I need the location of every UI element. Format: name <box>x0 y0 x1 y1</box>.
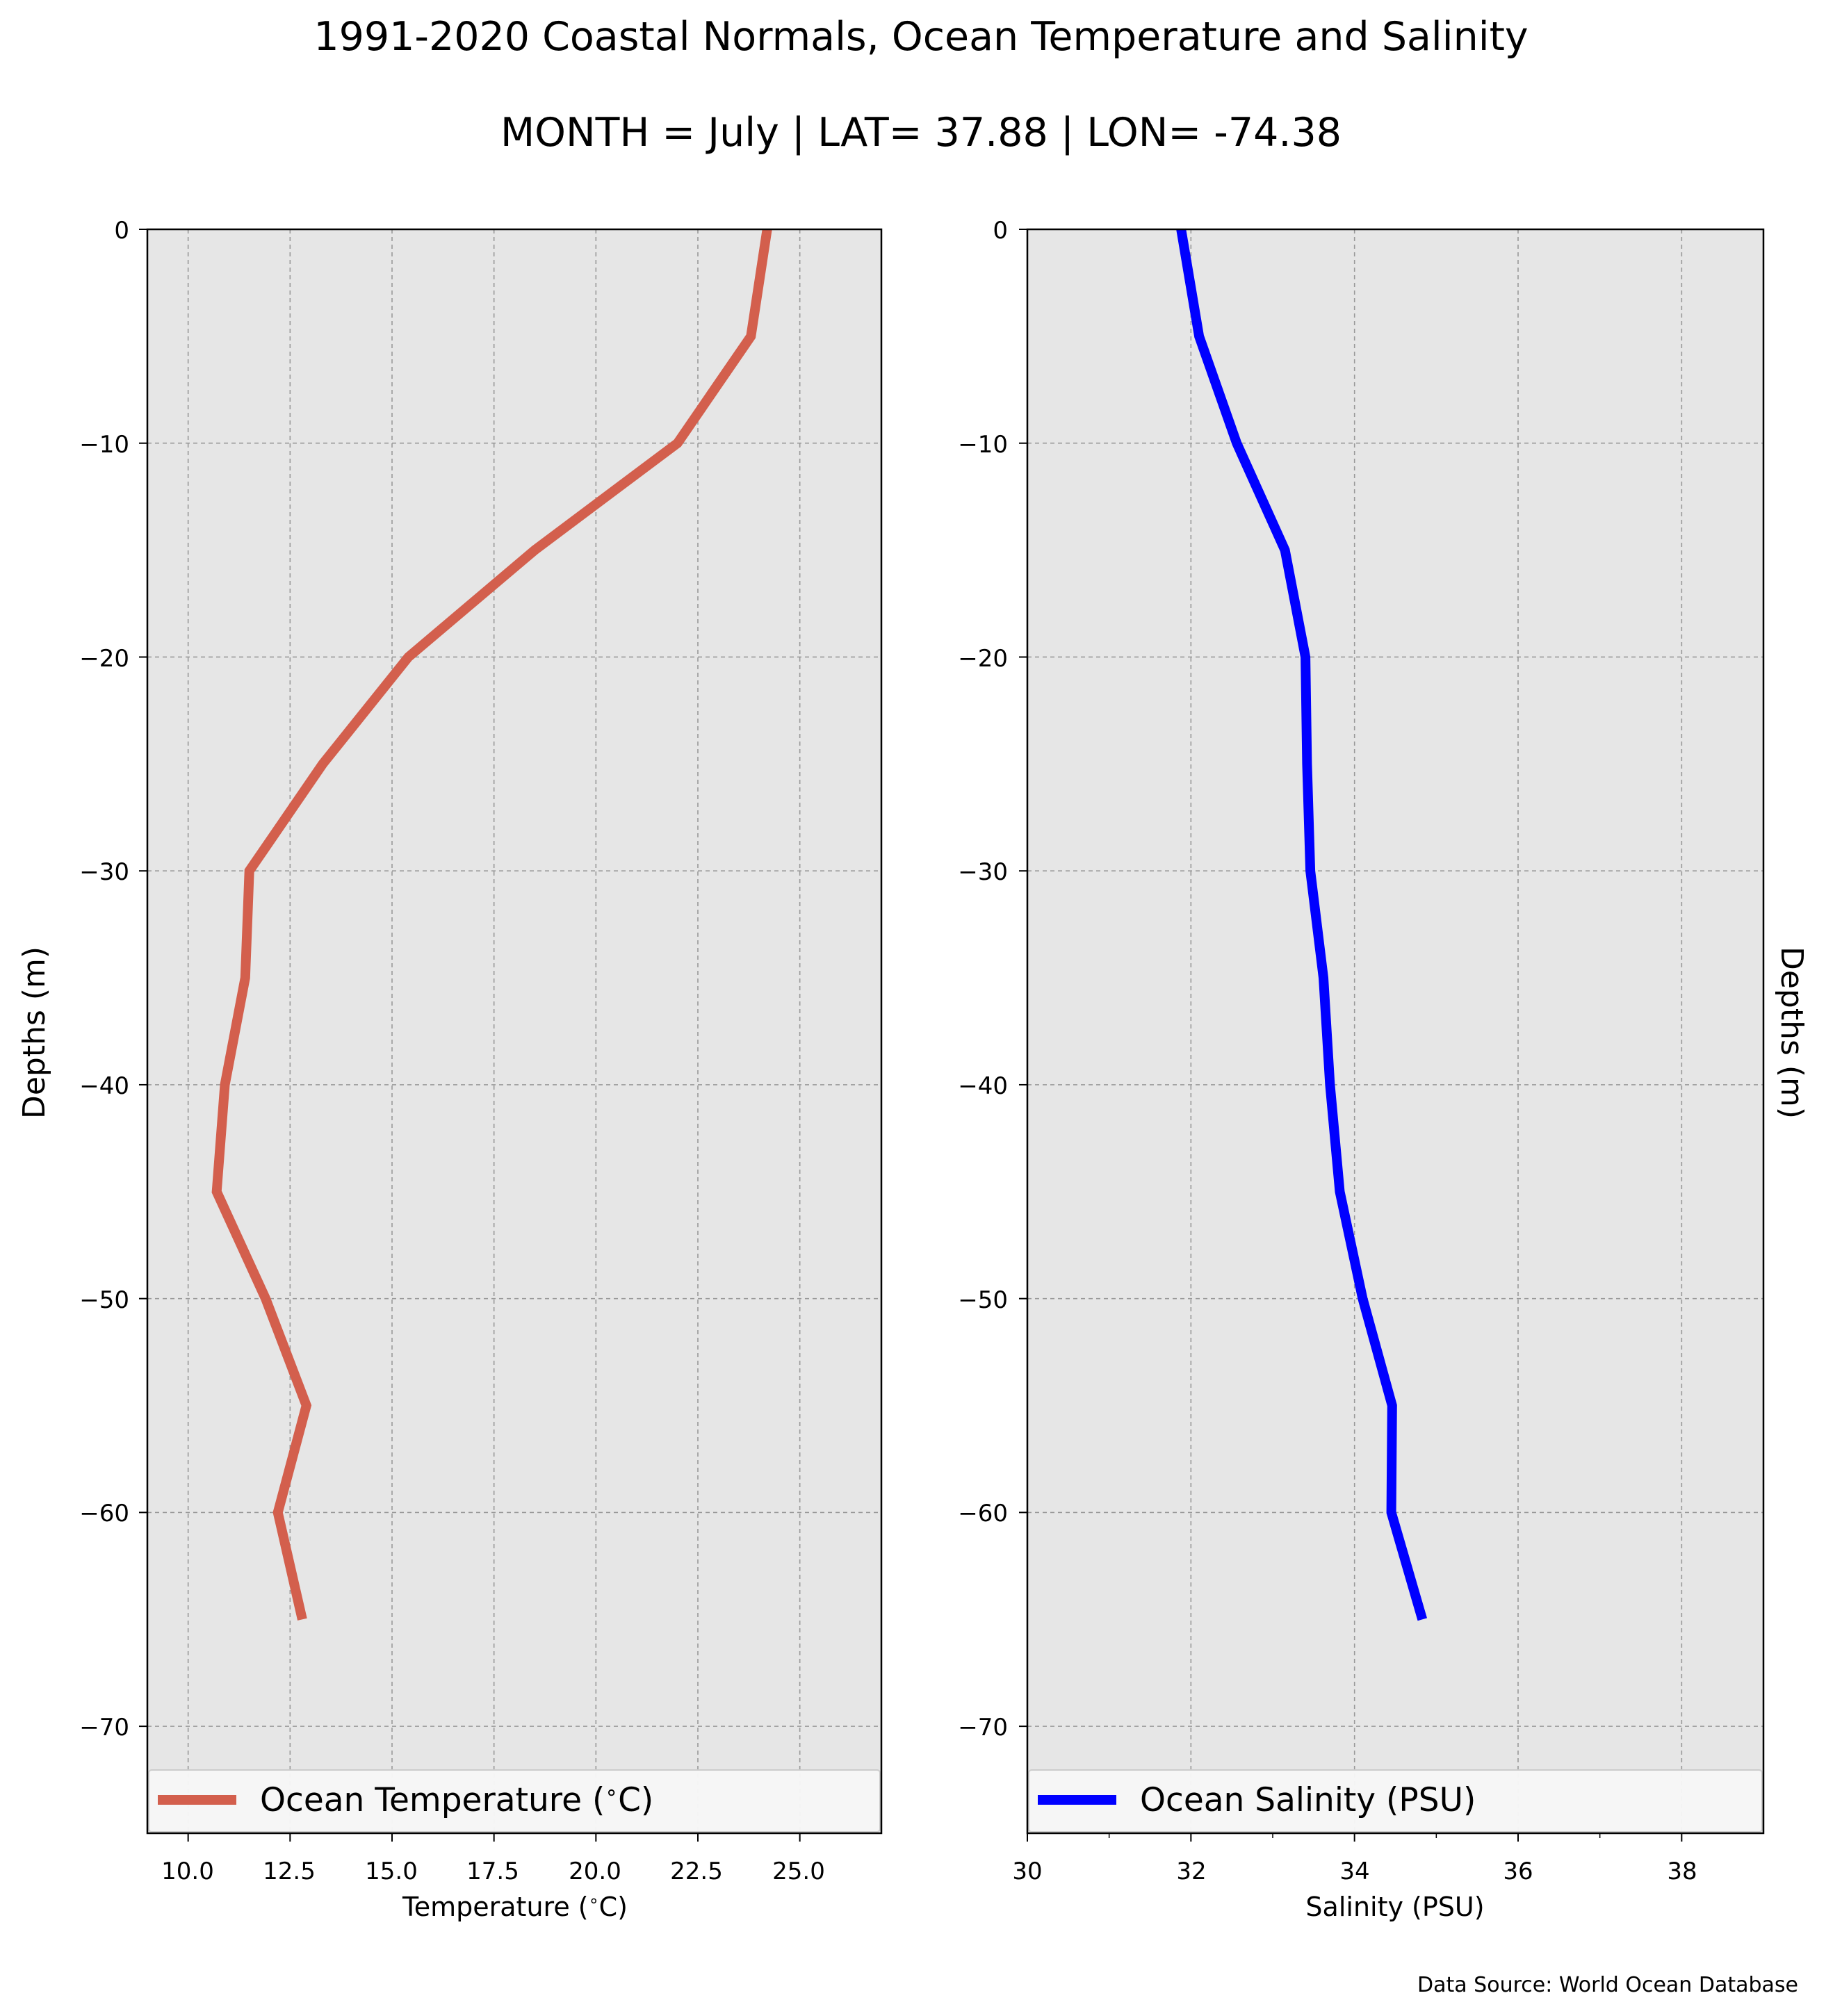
figure-subtitle: MONTH = July | LAT= 37.88 | LON= -74.38 <box>500 110 1342 156</box>
xtick-label: 32 <box>1176 1858 1206 1885</box>
ytick-label: 0 <box>993 217 1008 245</box>
data-source-note: Data Source: World Ocean Database <box>1417 1973 1798 1997</box>
ytick-label: −10 <box>958 431 1008 459</box>
xtick-label: 15.0 <box>365 1858 418 1885</box>
xtick-label: 17.5 <box>466 1858 519 1885</box>
ytick-label: −20 <box>958 645 1008 673</box>
salinity-x-axis-label: Salinity (PSU) <box>1305 1892 1484 1922</box>
figure-title: 1991-2020 Coastal Normals, Ocean Tempera… <box>313 14 1528 60</box>
axes-frame <box>1026 228 1765 1835</box>
xtick-label: 12.5 <box>263 1858 316 1885</box>
salinity-legend-label: Ocean Salinity (PSU) <box>1140 1781 1476 1819</box>
temperature-panel <box>139 228 883 1842</box>
ytick-label: −70 <box>958 1714 1008 1742</box>
temperature-legend-box <box>148 1769 881 1833</box>
xtick-label: 10.0 <box>161 1858 214 1885</box>
temperature-profile-line <box>211 228 772 1621</box>
ytick-label: 0 <box>114 217 129 245</box>
ytick-label: −60 <box>958 1500 1008 1527</box>
plot-area <box>1027 229 1763 1833</box>
ytick-label: −40 <box>79 1072 129 1100</box>
salinity-panel <box>1019 228 1765 1842</box>
plot-area <box>147 229 881 1833</box>
salinity-legend-box <box>1028 1769 1763 1833</box>
xtick-label: 22.5 <box>670 1858 723 1885</box>
ytick-label: −40 <box>958 1072 1008 1100</box>
ytick-label: −30 <box>79 858 129 886</box>
xtick-label: 20.0 <box>569 1858 621 1885</box>
temperature-x-axis-label: Temperature (∘C) <box>402 1891 628 1922</box>
temperature-y-axis-label: Depths (m) <box>17 946 52 1119</box>
ytick-label: −20 <box>79 645 129 673</box>
ytick-label: −60 <box>79 1500 129 1527</box>
ytick-label: −10 <box>79 431 129 459</box>
ytick-label: −30 <box>958 858 1008 886</box>
salinity-profile-line <box>1176 228 1428 1621</box>
salinity-y-axis-label: Depths (m) <box>1774 946 1809 1119</box>
axes-frame <box>146 228 883 1835</box>
xtick-label: 38 <box>1667 1858 1697 1885</box>
xtick-label: 25.0 <box>772 1858 825 1885</box>
ytick-label: −70 <box>79 1714 129 1742</box>
xtick-label: 30 <box>1012 1858 1042 1885</box>
xtick-label: 36 <box>1503 1858 1533 1885</box>
temperature-legend-label: Ocean Temperature (∘C) <box>260 1780 653 1820</box>
ytick-label: −50 <box>79 1286 129 1314</box>
ytick-label: −50 <box>958 1286 1008 1314</box>
xtick-label: 34 <box>1339 1858 1369 1885</box>
